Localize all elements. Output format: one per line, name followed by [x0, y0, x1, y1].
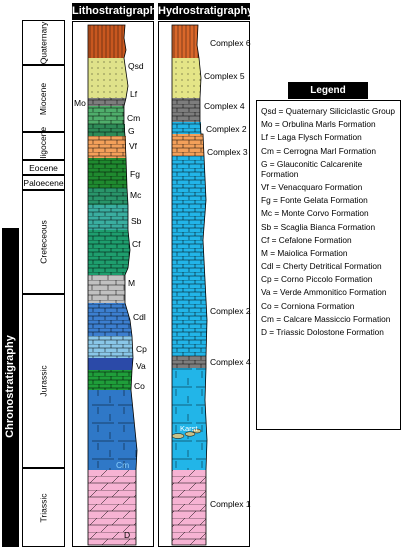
legend-item: M = Maiolica Formation: [261, 247, 348, 258]
legend-item: Fg = Fonte Gelata Formation: [261, 195, 368, 206]
karst-cavity: [184, 431, 196, 437]
period-creteceous: Creteceous: [22, 190, 65, 294]
period-miocene: Miocene: [22, 65, 65, 132]
litho-label-fg: Fg: [130, 169, 140, 179]
legend-item: Va = Verde Ammonitico Formation: [261, 287, 387, 298]
litho-label-d: D: [124, 530, 131, 540]
legend-item: Cf = Cefalone Formation: [261, 234, 352, 245]
legend-item: Mo = Orbulina Marls Formation: [261, 119, 376, 130]
hydro-label-karst: Karst: [180, 424, 198, 433]
legend-item: Cp = Corno Piccolo Formation: [261, 274, 373, 285]
period-jurassic: Jurassic: [22, 294, 65, 468]
karst-cavity: [192, 428, 202, 434]
period-paleocene: Paloecene: [22, 175, 65, 190]
legend-item: Sb = Scaglia Bianca Formation: [261, 221, 376, 232]
hydro-label-complex4-low: Complex 4: [210, 357, 251, 367]
litho-label-co: Co: [134, 381, 145, 391]
period-column: Quaternary Miocene Oligocene Eocene Palo…: [22, 20, 65, 547]
hydro-label-complex2-top: Complex 2: [206, 124, 247, 134]
hydro-label-complex2-mid: Complex 2: [210, 306, 251, 316]
litho-label-cdl: Cdl: [133, 312, 146, 322]
lithostratigraphy-header: Lithostratigraphy: [72, 3, 162, 20]
litho-label-cm-top: Cm: [127, 113, 141, 123]
legend-item: Cdl = Cherty Detritical Formation: [261, 261, 382, 272]
hydro-label-complex5: Complex 5: [204, 71, 245, 81]
period-eocene: Eocene: [22, 160, 65, 175]
legend-item: Vf = Venacquaro Formation: [261, 181, 363, 192]
litho-layers: [87, 24, 138, 546]
legend-item: D = Triassic Dolostone Formation: [261, 327, 384, 337]
litho-label-vf: Vf: [129, 141, 138, 151]
legend-item: Cm = Calcare Massiccio Formation: [261, 313, 391, 324]
period-oligocene: Oligocene: [22, 127, 65, 165]
hydrostratigraphy-header: Hydrostratigraphy: [158, 3, 253, 20]
chronostratigraphy-bar: Chronostratigraphy: [2, 228, 19, 547]
litho-label-cf: Cf: [132, 239, 141, 249]
litho-label-cp: Cp: [136, 344, 147, 354]
legend-item: G = Glauconitic Calcarenite Formation: [261, 158, 363, 179]
litho-label-sb: Sb: [131, 216, 142, 226]
legend-item: Cm = Cerrogna Marl Formation: [261, 145, 377, 156]
litho-label-g: G: [128, 126, 135, 136]
hydro-label-complex3: Complex 3: [207, 147, 248, 157]
litho-label-mc: Mc: [130, 190, 142, 200]
legend-item: Lf = Laga Flysch Formation: [261, 132, 362, 143]
litho-label-m: M: [128, 278, 136, 288]
litho-label-qsd: Qsd: [128, 61, 144, 71]
litho-label-cm-bottom: Cm: [116, 460, 130, 470]
hydro-label-complex6: Complex 6: [210, 38, 251, 48]
legend-box: Qsd = Quaternary Siliciclastic Group Mo …: [256, 100, 401, 430]
hydro-layers: [171, 24, 208, 546]
hydro-label-complex4-top: Complex 4: [204, 101, 245, 111]
litho-va-layer: [88, 358, 133, 370]
legend-title: Legend: [288, 82, 368, 99]
legend-item: Co = Corniona Formation: [261, 300, 355, 311]
hydro-label-complex1: Complex 1: [210, 499, 251, 509]
litho-label-va: Va: [136, 361, 146, 371]
litho-label-lf: Lf: [130, 89, 138, 99]
period-quaternary: Quaternary: [22, 20, 65, 65]
period-triassic: Triassic: [22, 468, 65, 547]
legend-item: Mc = Monte Corvo Formation: [261, 208, 369, 219]
legend-item: Qsd = Quaternary Siliciclastic Group: [261, 106, 395, 116]
litho-label-mo: Mo: [74, 98, 86, 108]
karst-cavity: [171, 433, 185, 439]
